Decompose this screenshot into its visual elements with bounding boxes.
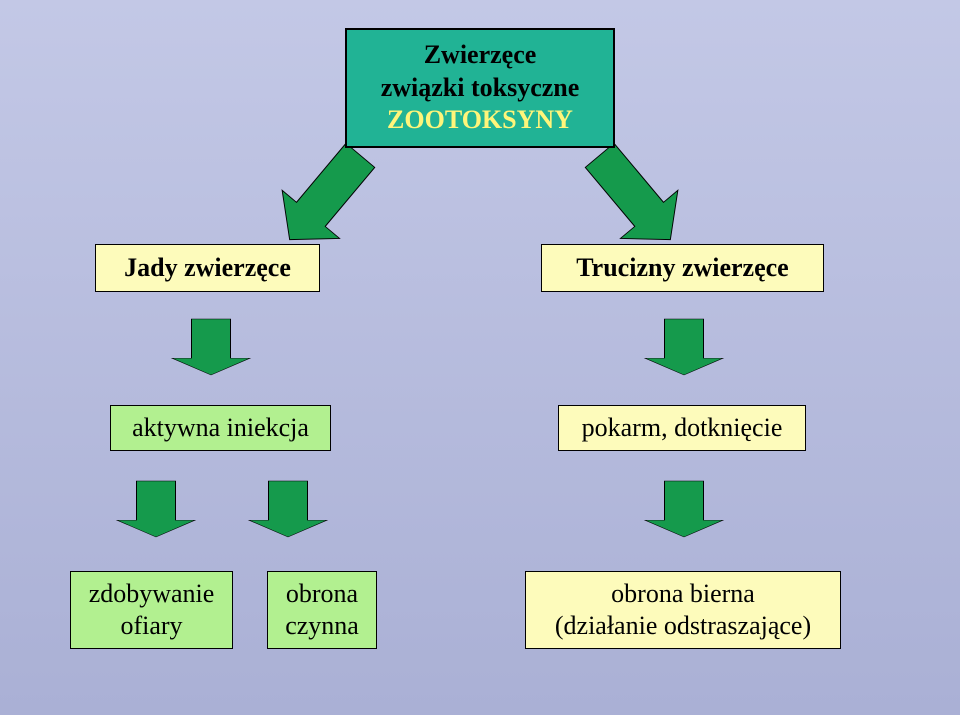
- root-line3: ZOOTOKSYNY: [387, 104, 573, 137]
- node-pokarm: pokarm, dotknięcie: [558, 405, 806, 451]
- zdobywanie-line1: zdobywanie: [89, 578, 215, 611]
- aktywna-label: aktywna iniekcja: [132, 412, 309, 445]
- obrona-czynna-line1: obrona: [286, 578, 358, 611]
- node-trucizny: Trucizny zwierzęce: [541, 244, 824, 292]
- node-jady: Jady zwierzęce: [95, 244, 320, 292]
- node-obrona-czynna: obrona czynna: [267, 571, 377, 649]
- node-aktywna: aktywna iniekcja: [110, 405, 331, 451]
- arrow-4: [117, 481, 195, 537]
- root-line2: związki toksyczne: [381, 72, 580, 105]
- node-obrona-bierna: obrona bierna (działanie odstraszające): [525, 571, 841, 649]
- jady-label: Jady zwierzęce: [124, 252, 291, 285]
- trucizny-label: Trucizny zwierzęce: [576, 252, 788, 285]
- obrona-bierna-line1: obrona bierna: [611, 578, 755, 611]
- root-line1: Zwierzęce: [424, 39, 537, 72]
- pokarm-label: pokarm, dotknięcie: [582, 412, 783, 445]
- arrow-6: [645, 481, 723, 537]
- arrow-2: [172, 319, 250, 375]
- node-zdobywanie: zdobywanie ofiary: [70, 571, 233, 649]
- zdobywanie-line2: ofiary: [120, 610, 182, 643]
- node-root: Zwierzęce związki toksyczne ZOOTOKSYNY: [345, 28, 615, 148]
- arrow-3: [645, 319, 723, 375]
- arrow-5: [249, 481, 327, 537]
- obrona-bierna-line2: (działanie odstraszające): [555, 610, 811, 643]
- obrona-czynna-line2: czynna: [285, 610, 359, 643]
